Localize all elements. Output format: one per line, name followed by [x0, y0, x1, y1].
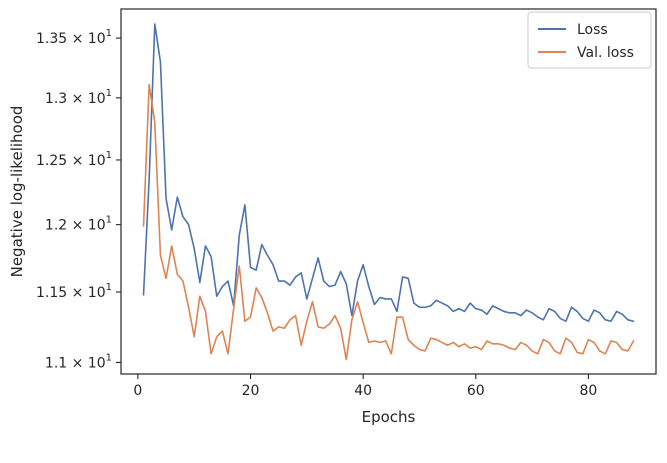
- series-line-loss: [142, 23, 635, 323]
- x-tick-label: 60: [467, 383, 485, 399]
- x-tick-label: 20: [242, 383, 260, 399]
- y-axis-label: Negative log-likelihood: [8, 106, 26, 278]
- y-tick-label: 1.35 × 101: [36, 28, 112, 47]
- legend-label-val-loss: Val. loss: [577, 45, 634, 61]
- y-tick-label: 1.1 × 101: [45, 352, 112, 371]
- x-tick-label: 80: [580, 383, 598, 399]
- x-tick-label: 40: [354, 383, 372, 399]
- y-tick-label: 1.25 × 101: [36, 150, 112, 169]
- ticks: 0 20 40 60 80 1.1 × 101 1.15 × 101 1.2 × 101 1.2…: [36, 28, 597, 399]
- series-line-val-loss: [142, 83, 635, 361]
- legend-box: [527, 11, 652, 69]
- y-tick-label: 1.15 × 101: [36, 282, 112, 301]
- legend-label-loss: Loss: [577, 22, 608, 38]
- x-axis-label: Epochs: [362, 408, 416, 426]
- x-tick-label: 0: [133, 383, 142, 399]
- y-tick-label: 1.2 × 101: [45, 215, 112, 234]
- y-tick-label: 1.3 × 101: [45, 88, 112, 107]
- plot-lines: [142, 23, 635, 361]
- axes-frame: [120, 8, 657, 375]
- legend: Loss Val. loss: [527, 11, 652, 69]
